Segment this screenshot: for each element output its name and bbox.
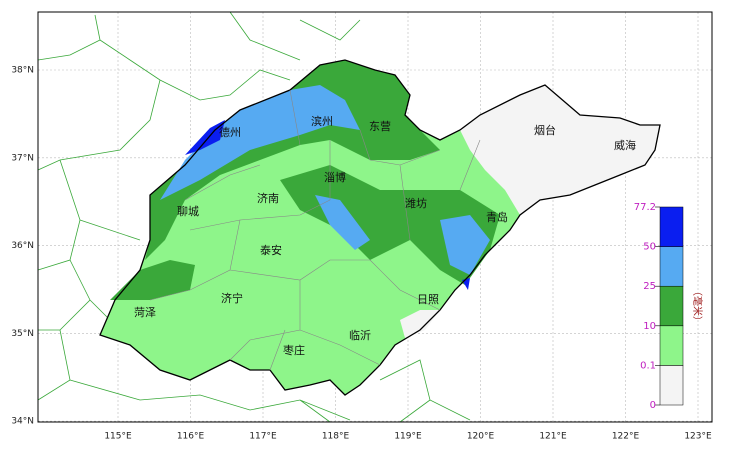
lat-label: 35°N [11,329,34,339]
city-label: 济宁 [221,291,243,305]
city-label: 青岛 [486,210,508,224]
legend-swatch [659,365,684,406]
city-label: 菏泽 [134,306,156,319]
lat-label: 38°N [11,66,34,76]
legend-swatch [659,246,684,287]
lon-label: 122°E [612,432,640,442]
city-label: 济南 [257,191,279,205]
city-label: 日照 [417,293,439,306]
lon-label: 118°E [322,432,350,442]
legend-swatch [659,325,684,366]
legend-unit: （毫米） [691,286,704,326]
legend: 0 0.1 10 25 50 77.2 （毫米） [634,202,704,411]
lon-label: 116°E [177,432,205,442]
legend-swatch [659,285,684,327]
legend-label: 0 [650,400,656,411]
province-outline [99,59,661,396]
map-frame [37,11,713,423]
lat-label: 37°N [11,153,34,163]
city-label: 烟台 [534,123,556,137]
legend-label: 25 [643,281,656,292]
legend-label: 10 [643,321,656,332]
storm-area [185,120,225,155]
lon-label: 121°E [539,432,567,442]
heavy-rain-area [315,195,370,250]
heavy-rain-area [440,215,490,275]
lat-label: 34°N [11,417,34,427]
city-boundaries [149,89,481,371]
city-label: 德州 [219,125,241,139]
city-label: 威海 [614,138,636,152]
city-label: 潍坊 [405,196,427,210]
province [99,59,661,396]
moderate-rain-area [110,260,195,300]
legend-label: 50 [643,242,656,253]
city-label: 东营 [369,119,391,133]
city-label: 淄博 [324,171,346,184]
city-label: 泰安 [260,243,282,257]
labels: 115°E 116°E 117°E 118°E 119°E 120°E 121°E 122°E… [11,66,712,442]
legend-label: 0.1 [640,360,656,371]
lon-label: 117°E [249,432,277,442]
lon-label: 119°E [394,432,422,442]
city-label: 临沂 [349,328,371,342]
legend-label: 77.2 [634,202,656,213]
moderate-rain-area [280,165,500,285]
lon-label: 123°E [684,432,712,442]
city-label: 滨州 [311,114,333,128]
lon-label: 120°E [467,432,495,442]
city-label: 聊城 [177,204,199,218]
lat-label: 36°N [11,241,34,251]
lon-label: 115°E [104,432,132,442]
neighbor-boundaries [37,11,471,423]
legend-swatch [659,206,684,247]
dry-area [400,310,440,338]
moderate-rain-area [145,60,440,260]
heavy-rain-area [160,85,360,200]
city-label: 枣庄 [283,343,305,357]
